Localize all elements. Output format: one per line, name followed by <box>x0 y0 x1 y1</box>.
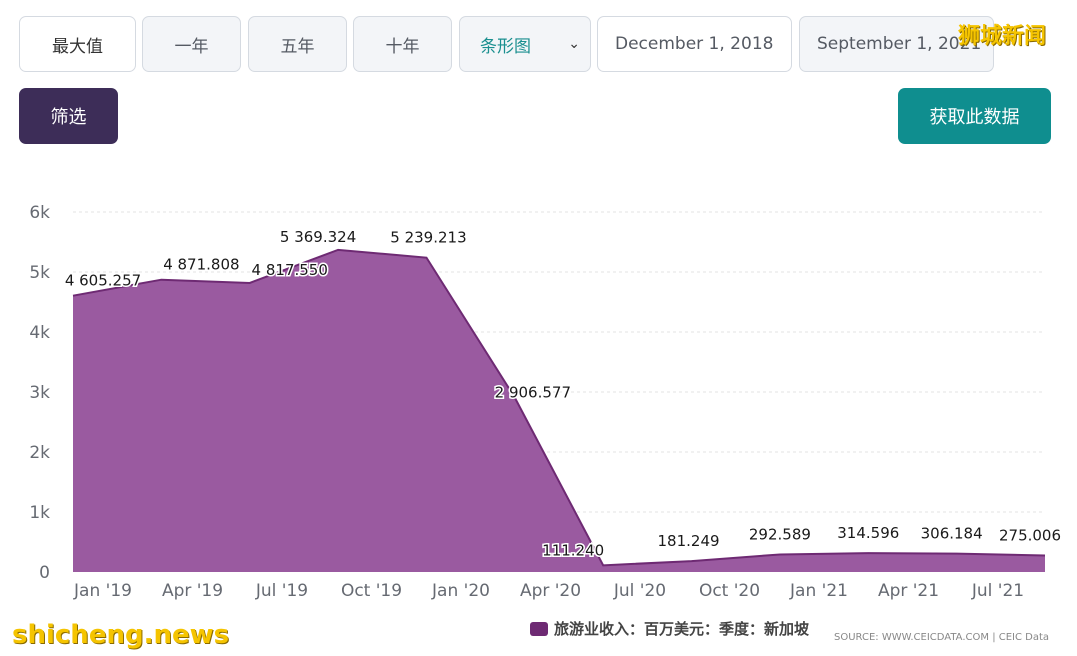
legend-swatch <box>530 621 548 636</box>
chart-legend[interactable]: 旅游业收入：百万美元：季度：新加坡 <box>530 618 809 639</box>
y-tick-label: 0 <box>39 563 50 583</box>
chart-type-label: 条形图 <box>480 36 531 57</box>
start-date-input[interactable]: December 1, 2018 <box>597 16 792 72</box>
source-credit: SOURCE: WWW.CEICDATA.COM | CEIC Data <box>834 632 1050 643</box>
data-label: 306.184 <box>921 525 983 543</box>
x-tick-label: Oct '20 <box>699 581 760 601</box>
x-tick-label: Apr '21 <box>878 581 939 601</box>
data-label: 2 906.577 <box>495 384 571 402</box>
chevron-down-icon: ⌄ <box>568 36 580 52</box>
y-tick-label: 3k <box>29 383 50 403</box>
x-tick-label: Jul '21 <box>971 581 1024 601</box>
series-line <box>72 248 1046 567</box>
watermark-logo-text: 狮城新闻 <box>958 24 1047 49</box>
x-tick-label: Jul '19 <box>255 581 308 601</box>
data-label: 292.589 <box>749 525 811 543</box>
series-area <box>73 249 1045 572</box>
x-tick-label: Jul '20 <box>613 581 666 601</box>
get-data-button[interactable]: 获取此数据 <box>898 88 1051 144</box>
x-tick-label: Jan '20 <box>431 581 490 601</box>
x-tick-label: Jan '19 <box>73 581 132 601</box>
y-tick-label: 4k <box>29 323 50 343</box>
filter-button[interactable]: 筛选 <box>19 88 118 144</box>
y-tick-label: 6k <box>29 203 50 223</box>
data-label: 111.240 <box>542 541 604 559</box>
x-tick-label: Jan '21 <box>789 581 848 601</box>
data-label: 181.249 <box>658 532 720 550</box>
range-1y-button[interactable]: 一年 <box>142 16 241 72</box>
range-5y-button[interactable]: 五年 <box>248 16 347 72</box>
x-tick-label: Apr '19 <box>162 581 223 601</box>
x-tick-label: Apr '20 <box>520 581 581 601</box>
range-10y-button[interactable]: 十年 <box>353 16 452 72</box>
data-label: 314.596 <box>837 524 899 542</box>
watermark-site-text: shicheng.news <box>12 620 230 650</box>
legend-series-label: 旅游业收入：百万美元：季度：新加坡 <box>554 620 810 638</box>
range-max-button[interactable]: 最大值 <box>19 16 136 72</box>
data-label: 275.006 <box>999 526 1061 544</box>
y-tick-label: 1k <box>29 503 50 523</box>
data-label: 5 239.213 <box>390 229 466 247</box>
y-tick-label: 2k <box>29 443 50 463</box>
chart-type-select[interactable]: 条形图 ⌄ <box>459 16 591 72</box>
data-label: 4 871.808 <box>163 256 239 274</box>
y-tick-label: 5k <box>29 263 50 283</box>
data-label: 5 369.324 <box>280 228 356 246</box>
end-date-input[interactable]: September 1, 2021 <box>799 16 994 72</box>
data-label: 4 605.257 <box>65 272 141 290</box>
x-tick-label: Oct '19 <box>341 581 402 601</box>
data-label: 4 817.550 <box>252 261 328 279</box>
